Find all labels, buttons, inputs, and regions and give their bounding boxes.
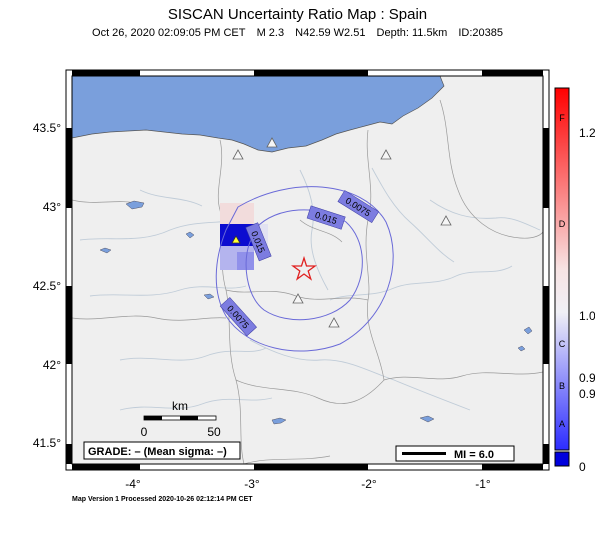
event-datetime: Oct 26, 2020 02:09:05 PM CET bbox=[92, 27, 246, 39]
lon-tick-label: -1° bbox=[475, 477, 491, 491]
scale-bar-title: km bbox=[172, 399, 188, 413]
scale-bar: km 0 50 bbox=[141, 399, 221, 439]
colorbar-value: 0.9 bbox=[579, 387, 595, 401]
station-marker bbox=[266, 137, 278, 148]
station-marker bbox=[328, 317, 340, 328]
station-marker bbox=[380, 149, 392, 160]
mi-legend-text: MI = 6.0 bbox=[454, 449, 494, 461]
grade-letter: A bbox=[559, 419, 565, 429]
grade-letter: C bbox=[559, 339, 566, 349]
colorbar-value: 1.2 bbox=[579, 126, 595, 140]
lat-tick-label: 41.5° bbox=[33, 436, 61, 450]
uncertainty-cells bbox=[220, 203, 268, 270]
lon-tick-label: -2° bbox=[361, 477, 377, 491]
grade-letter: D bbox=[559, 219, 566, 229]
colorbar-value: 1.0 bbox=[579, 309, 595, 323]
station-marker bbox=[440, 215, 452, 226]
station-marker bbox=[232, 149, 244, 160]
epicenter-star-icon bbox=[291, 255, 317, 281]
map-title: SISCAN Uncertainty Ratio Map : Spain bbox=[167, 6, 428, 23]
lat-tick-label: 42° bbox=[43, 358, 61, 372]
lakes bbox=[99, 200, 533, 425]
lat-tick-label: 42.5° bbox=[33, 279, 61, 293]
map-version-footer: Map Version 1 Processed 2020-10-26 02:12… bbox=[72, 496, 253, 503]
grade-letter: B bbox=[559, 381, 565, 391]
rivers bbox=[79, 167, 541, 411]
grade-letter: F bbox=[559, 113, 565, 123]
mi-legend: MI = 6.0 bbox=[395, 445, 515, 462]
colorbar: F D C B A 1.2 1.0 0.9 0.9 0 bbox=[554, 87, 595, 474]
sea-area bbox=[72, 76, 445, 153]
colorbar-value: 0 bbox=[579, 460, 586, 474]
scale-bar-start: 0 bbox=[141, 425, 148, 439]
lon-tick-label: -3° bbox=[244, 477, 260, 491]
event-magnitude: M 2.3 bbox=[256, 27, 285, 39]
grade-text: GRADE: – (Mean sigma: –) bbox=[88, 446, 227, 458]
event-subtitle: Oct 26, 2020 02:09:05 PM CET M 2.3 N42.5… bbox=[0, 27, 595, 39]
event-location: N42.59 W2.51 bbox=[295, 27, 366, 39]
lat-tick-label: 43.5° bbox=[33, 121, 61, 135]
contour-labels: 0.0075 0.015 0.015 0.0075 bbox=[219, 190, 380, 337]
grade-box: GRADE: – (Mean sigma: –) bbox=[83, 441, 241, 460]
longitude-axis: -4° -3° -2° -1° bbox=[125, 477, 491, 491]
latitude-axis: 43.5° 43° 42.5° 42° 41.5° bbox=[33, 121, 61, 450]
scale-bar-end: 50 bbox=[207, 425, 221, 439]
map-frame bbox=[65, 69, 550, 471]
borders bbox=[72, 99, 543, 464]
station-marker bbox=[231, 235, 241, 244]
lat-tick-label: 43° bbox=[43, 200, 61, 214]
station-marker bbox=[292, 293, 304, 304]
seismic-stations bbox=[231, 137, 452, 328]
lon-tick-label: -4° bbox=[125, 477, 141, 491]
event-depth: Depth: 11.5km bbox=[376, 27, 448, 39]
colorbar-value: 0.9 bbox=[579, 371, 595, 385]
event-id: ID:20385 bbox=[458, 27, 503, 39]
